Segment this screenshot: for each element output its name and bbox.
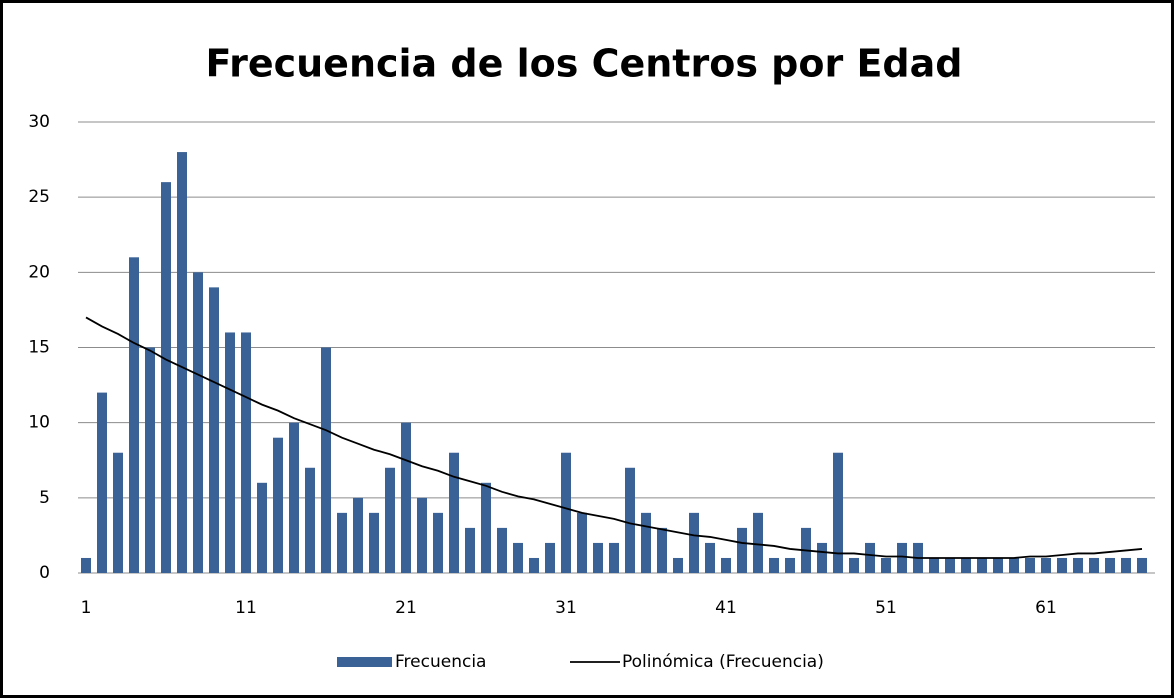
- bar: [177, 152, 187, 574]
- bar: [609, 542, 619, 573]
- legend-swatch: [337, 657, 392, 667]
- bar: [113, 452, 123, 573]
- bar: [433, 512, 443, 573]
- bar: [529, 557, 539, 573]
- bar: [385, 467, 395, 573]
- bar: [737, 527, 747, 573]
- bar: [289, 422, 299, 573]
- bar: [225, 332, 235, 573]
- bar: [1009, 557, 1019, 573]
- bar: [689, 512, 699, 573]
- bar: [369, 512, 379, 573]
- bar: [545, 542, 555, 573]
- x-tick-label: 51: [875, 598, 897, 618]
- bar: [753, 512, 763, 573]
- bar: [1041, 557, 1051, 573]
- bar: [241, 332, 251, 573]
- bar: [1105, 557, 1115, 573]
- bar: [881, 557, 891, 573]
- bar: [481, 482, 491, 573]
- bar: [721, 557, 731, 573]
- x-tick-label: 21: [395, 598, 417, 618]
- bar: [865, 542, 875, 573]
- y-tick-label: 20: [28, 262, 50, 282]
- y-tick-label: 10: [28, 413, 50, 433]
- bar: [1057, 557, 1067, 573]
- y-tick-label: 30: [28, 112, 50, 132]
- x-tick-label: 41: [715, 598, 737, 618]
- bar: [561, 452, 571, 573]
- bar: [785, 557, 795, 573]
- bar: [273, 437, 283, 573]
- bar: [977, 557, 987, 573]
- bar: [641, 512, 651, 573]
- bar: [817, 542, 827, 573]
- legend-label: Frecuencia: [395, 652, 486, 672]
- bar: [849, 557, 859, 573]
- bar: [673, 557, 683, 573]
- bar: [1121, 557, 1131, 573]
- bar: [769, 557, 779, 573]
- bar: [513, 542, 523, 573]
- bar: [337, 512, 347, 573]
- y-tick-label: 25: [28, 187, 50, 207]
- legend-label: Polinómica (Frecuencia): [622, 652, 824, 672]
- bar: [81, 557, 91, 573]
- bar: [161, 182, 171, 573]
- bar: [257, 482, 267, 573]
- bar: [497, 527, 507, 573]
- bar: [1137, 557, 1147, 573]
- bar: [417, 497, 427, 573]
- x-tick-label: 31: [555, 598, 577, 618]
- bar: [705, 542, 715, 573]
- trend-line: [85, 316, 1143, 559]
- y-tick-label: 5: [39, 488, 50, 508]
- bar: [401, 422, 411, 573]
- bar: [305, 467, 315, 573]
- bar: [1073, 557, 1083, 573]
- bar: [833, 452, 843, 573]
- y-tick-label: 0: [39, 563, 50, 583]
- bar: [993, 557, 1003, 573]
- bar: [593, 542, 603, 573]
- bar: [129, 257, 139, 573]
- x-tick-label: 1: [81, 598, 92, 618]
- bar: [897, 542, 907, 573]
- bar: [193, 272, 203, 573]
- y-tick-label: 15: [28, 338, 50, 358]
- bar: [97, 392, 107, 573]
- bar: [1025, 557, 1035, 573]
- bar: [1089, 557, 1099, 573]
- bar: [145, 347, 155, 573]
- bar: [657, 527, 667, 573]
- bar: [209, 287, 219, 573]
- x-tick-label: 61: [1035, 598, 1057, 618]
- bar: [929, 557, 939, 573]
- bar: [945, 557, 955, 573]
- bar: [465, 527, 475, 573]
- bar: [321, 347, 331, 573]
- x-tick-label: 11: [235, 598, 257, 618]
- bar: [961, 557, 971, 573]
- bar: [353, 497, 363, 573]
- bar: [449, 452, 459, 573]
- bar: [577, 512, 587, 573]
- chart-title: Frecuencia de los Centros por Edad: [206, 42, 963, 86]
- bar: [625, 467, 635, 573]
